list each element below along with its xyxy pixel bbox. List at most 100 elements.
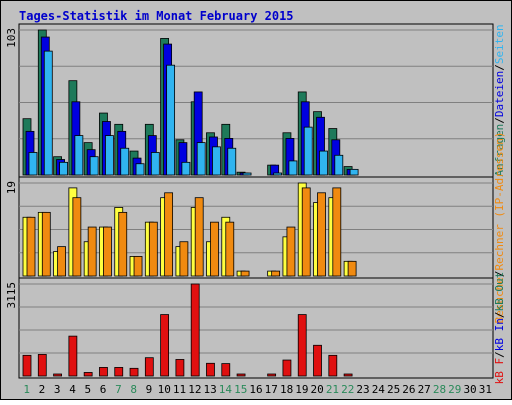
legend-entry: Besuche <box>493 277 506 323</box>
bar <box>242 172 252 176</box>
series-seiten <box>28 50 359 176</box>
bar <box>166 64 176 176</box>
x-tick-label: 14 <box>219 383 233 396</box>
x-tick-label: 20 <box>311 383 324 396</box>
panel-legend: kB F/kB In/kB Out <box>493 272 506 385</box>
x-tick-labels: 1 2 3 4 5 6 7 8 9 10 11 12 13 14 15 16 17 18 19 20 21 22 23 24 2… <box>23 383 492 396</box>
legend-entry: / <box>493 351 506 358</box>
x-tick-label: 21 <box>326 383 339 396</box>
x-tick-label: 16 <box>249 383 262 396</box>
bar <box>179 241 189 277</box>
bar <box>286 226 296 277</box>
bar <box>206 362 215 377</box>
bar <box>53 373 62 377</box>
panel-frame <box>18 176 494 279</box>
bar <box>303 126 313 176</box>
bar <box>317 192 326 277</box>
x-tick-label: 5 <box>84 383 91 396</box>
panel-visits: 19 Besuche/Rechner (IP-Adressen) <box>5 131 506 323</box>
bar <box>267 373 277 377</box>
bar <box>181 161 191 176</box>
bar <box>319 150 328 176</box>
legend-entry: kB In <box>493 318 506 351</box>
legend-entry: / <box>493 64 506 71</box>
x-tick-label: 29 <box>448 383 461 396</box>
bar <box>332 187 342 277</box>
x-tick-label: 23 <box>356 383 369 396</box>
legend-entry: kB Out <box>493 272 506 312</box>
legend-entry: Seiten <box>493 24 506 64</box>
x-tick-label: 8 <box>130 383 137 396</box>
x-tick-label: 18 <box>280 383 293 396</box>
panel-requests: 103 Anfragen/Dateien/Seiten <box>5 23 506 178</box>
y-max-label: 19 <box>5 181 18 194</box>
x-tick-label: 13 <box>204 383 217 396</box>
bar <box>22 354 32 377</box>
x-tick-label: 27 <box>418 383 431 396</box>
x-tick-label: 26 <box>402 383 415 396</box>
panel-legend: Anfragen/Dateien/Seiten <box>493 24 506 176</box>
bar <box>196 142 206 176</box>
series-besuche <box>26 187 357 277</box>
bar <box>301 187 311 277</box>
bar <box>210 221 219 277</box>
bar <box>99 367 108 377</box>
bar <box>194 197 204 277</box>
bar <box>347 260 357 277</box>
bar <box>114 367 124 377</box>
bar <box>41 211 51 277</box>
x-tick-label: 7 <box>115 383 122 396</box>
panel-legend: Besuche/Rechner (IP-Adressen) <box>493 131 506 323</box>
bar <box>236 373 246 377</box>
bar <box>288 160 298 176</box>
x-tick-label: 12 <box>188 383 201 396</box>
bar <box>120 147 130 176</box>
bar <box>334 154 344 176</box>
bar <box>37 354 47 377</box>
bar <box>240 270 250 277</box>
bar <box>273 172 283 176</box>
bar <box>118 211 128 277</box>
bar <box>175 359 185 377</box>
legend-entry: / <box>493 271 506 278</box>
x-tick-label: 1 <box>23 383 30 396</box>
x-tick-label: 15 <box>234 383 247 396</box>
bar <box>28 152 38 176</box>
bar <box>212 146 221 176</box>
panel-frame <box>18 23 494 178</box>
legend-entry: / <box>493 311 506 318</box>
bar <box>227 147 237 176</box>
x-tick-label: 10 <box>158 383 171 396</box>
y-max-label: 103 <box>5 28 18 48</box>
bar <box>26 216 36 277</box>
y-max-label: 3115 <box>5 282 18 309</box>
bar <box>103 226 112 277</box>
bar <box>313 344 322 377</box>
legend-entry: kB F <box>493 358 506 385</box>
x-tick-label: 22 <box>341 383 354 396</box>
panel-frame <box>18 277 494 379</box>
bar <box>74 135 84 176</box>
x-tick-label: 25 <box>387 383 400 396</box>
x-tick-label: 6 <box>100 383 107 396</box>
bar <box>297 314 307 377</box>
bar <box>328 354 338 377</box>
bar <box>343 373 353 377</box>
x-tick-label: 9 <box>146 383 153 396</box>
x-tick-label: 11 <box>173 383 186 396</box>
x-tick-label: 30 <box>463 383 476 396</box>
x-tick-label: 24 <box>372 383 386 396</box>
legend-entry: / <box>493 117 506 124</box>
bar <box>150 152 160 176</box>
bar <box>190 283 200 377</box>
panels-layer: 103 Anfragen/Dateien/Seiten 19 Besuche/Rech… <box>5 23 506 385</box>
bar <box>43 50 53 176</box>
legend-entry: Dateien <box>493 71 506 117</box>
bar <box>271 270 281 277</box>
x-tick-label: 17 <box>265 383 278 396</box>
series-kb-f <box>22 283 353 377</box>
x-tick-label: 4 <box>69 383 76 396</box>
bar <box>89 156 99 176</box>
